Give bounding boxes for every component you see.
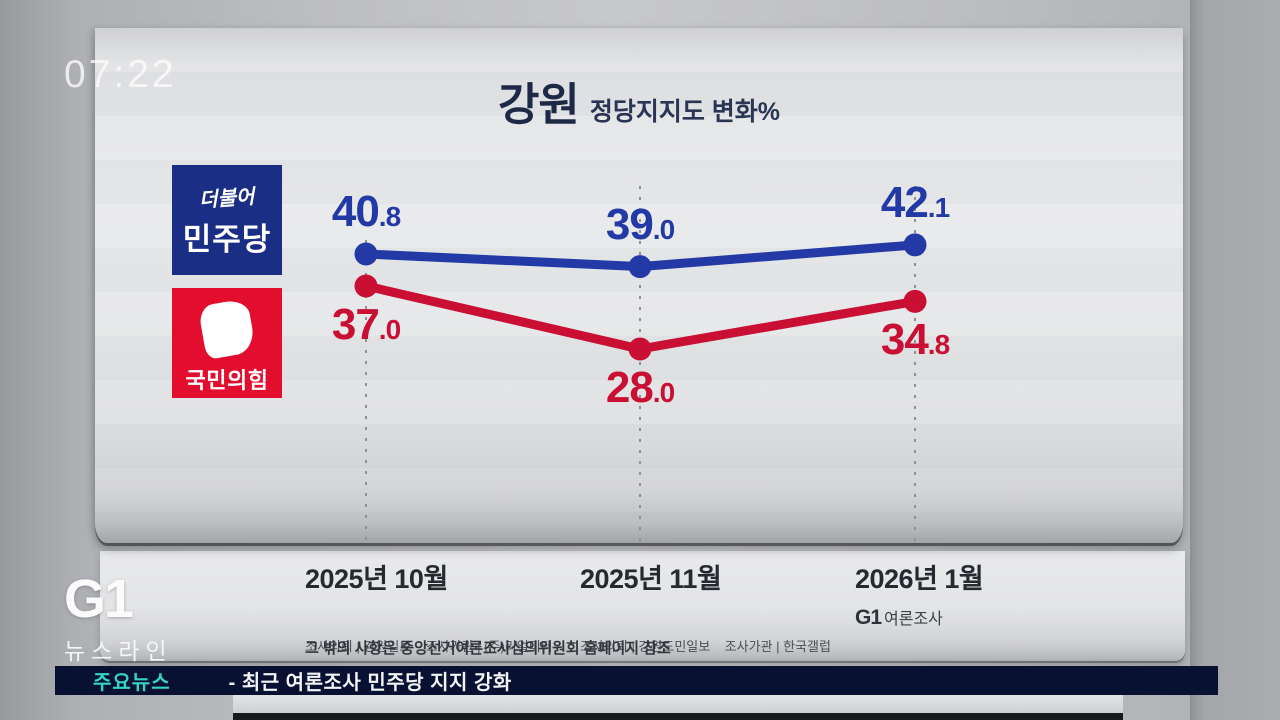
x-axis-label-1: 2025년 10월 (305, 564, 448, 594)
data-label-minjoo-2: 39.0 (605, 199, 675, 249)
chart-title-block: 강원 정당지지도 변화% (498, 68, 780, 133)
ppp-data-point-1 (354, 274, 378, 298)
survey-detail-line: 조사의뢰 | 강원도민일보 조사가관 | 한국갤럽 (580, 639, 831, 654)
background-right-band (1190, 0, 1280, 720)
data-label-ppp-1: 37.0 (331, 300, 401, 349)
channel-branding: G1 뉴스라인 (64, 568, 173, 666)
survey-info-card: 2025년 10월 조사의뢰 | 강원일보 조사가관 | (주)리얼미터 조사일… (100, 551, 1185, 707)
broadcast-clock: 07:22 (64, 53, 177, 96)
ticker-label: 주요뉴스 (93, 672, 171, 694)
data-label-minjoo-3: 42.1 (880, 177, 950, 227)
ppp-data-point-3 (903, 289, 927, 313)
disclaimer-note: 그 밖의 사항은 중앙선거여론조사심의위원회 홈페이지 참조 (305, 640, 671, 657)
g1-source-logo: G1 (855, 606, 882, 629)
line-chart (354, 186, 927, 543)
x-axis-label-2: 2025년 11월 (580, 564, 722, 594)
g1-channel-logo: G1 (64, 569, 134, 629)
minjoo-data-point-1 (354, 242, 378, 266)
legend-minjoo-logo: 더불어 민주당 (172, 165, 282, 275)
chart-title: 강원 (498, 79, 580, 130)
survey-column-3: 2026년 1월 G1 여론조사 (855, 557, 984, 630)
ppp-logo-text: 국민의힘 (185, 368, 269, 393)
data-label-minjoo-1: 40.8 (331, 187, 401, 236)
x-axis-label-3: 2026년 1월 (855, 564, 984, 594)
minjoo-logo-text: 민주당 (182, 221, 272, 257)
data-label-ppp-2: 28.0 (605, 363, 675, 412)
program-name: 뉴스라인 (64, 638, 173, 664)
chart-subtitle: 정당지지도 변화% (589, 98, 780, 126)
ppp-data-point-2 (628, 337, 652, 361)
minjoo-data-point-2 (628, 255, 652, 279)
news-ticker-bar: 주요뉴스 - 최근 여론조사 민주당 지지 강화 (55, 666, 1218, 695)
ticker-headline: - 최근 여론조사 민주당 지지 강화 (228, 672, 512, 694)
chart-card: 강원 정당지지도 변화% 더불어 민주당 국민의힘 40.8 (95, 28, 1183, 543)
survey-source: G1 여론조사 (855, 605, 983, 630)
paper-edge-shadow (233, 713, 1123, 720)
paper-edge-strip (233, 695, 1123, 713)
minjoo-data-point-3 (903, 233, 927, 257)
survey-source-text: 여론조사 (884, 611, 943, 628)
legend-ppp-logo: 국민의힘 (172, 288, 282, 398)
survey-detail-line: 조사의뢰 | 강원일보 조사가관 | (주)리얼미터 (305, 639, 553, 654)
data-label-ppp-3: 34.8 (880, 315, 950, 365)
